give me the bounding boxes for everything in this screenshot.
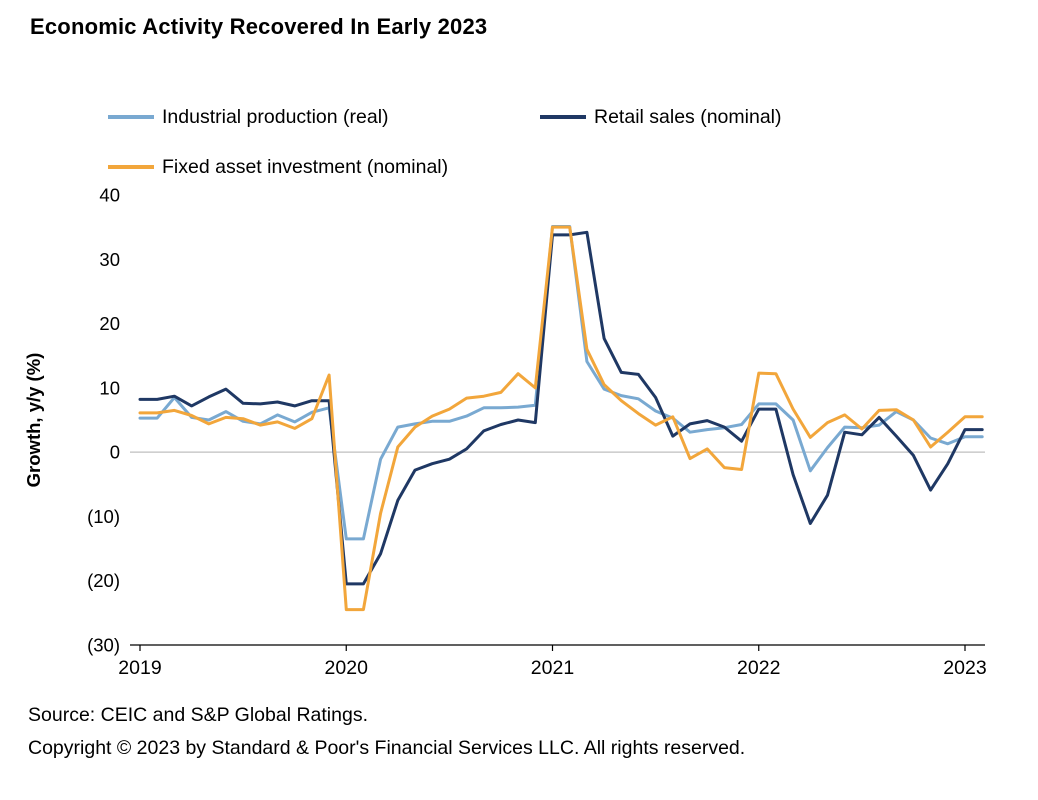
y-tick-label: 0 bbox=[110, 442, 120, 463]
legend-line-swatch bbox=[540, 115, 586, 119]
chart-title: Economic Activity Recovered In Early 202… bbox=[30, 14, 488, 39]
source-line: Source: CEIC and S&P Global Ratings. bbox=[28, 704, 368, 726]
y-tick-label: (20) bbox=[87, 570, 120, 591]
legend-item-fixed-asset-investment-nominal: Fixed asset investment (nominal) bbox=[108, 156, 540, 179]
legend-item-industrial-production-real: Industrial production (real) bbox=[108, 106, 540, 129]
legend-line-swatch bbox=[108, 115, 154, 119]
x-tick-label: 2020 bbox=[325, 657, 369, 679]
legend-label: Industrial production (real) bbox=[162, 105, 389, 128]
legend-item-retail-sales-nominal: Retail sales (nominal) bbox=[540, 106, 782, 129]
legend-label: Fixed asset investment (nominal) bbox=[162, 155, 449, 178]
chart-legend: Industrial production (real) Retail sales… bbox=[108, 92, 782, 192]
copyright-line: Copyright © 2023 by Standard & Poor's Fi… bbox=[28, 737, 746, 759]
y-axis-title: Growth, y/y (%) bbox=[23, 353, 44, 488]
series-line-industrial-production-real bbox=[138, 225, 984, 541]
legend-label: Retail sales (nominal) bbox=[594, 105, 782, 128]
x-tick-label: 2019 bbox=[118, 657, 161, 679]
x-tick-label: 2021 bbox=[531, 657, 574, 679]
y-tick-label: (10) bbox=[87, 506, 120, 527]
x-tick-label: 2023 bbox=[943, 657, 986, 679]
y-tick-label: 30 bbox=[99, 249, 120, 270]
legend-line-swatch bbox=[108, 165, 154, 169]
y-tick-label: 10 bbox=[99, 377, 120, 398]
series-line-fixed-asset-investment-nominal bbox=[138, 225, 984, 612]
y-tick-label: 20 bbox=[99, 313, 120, 334]
y-tick-label: 40 bbox=[99, 185, 120, 206]
series-line-retail-sales-nominal bbox=[138, 230, 984, 586]
x-tick-label: 2022 bbox=[737, 657, 780, 679]
y-tick-label: (30) bbox=[87, 635, 120, 656]
source-block: Source: CEIC and S&P Global Ratings. Cop… bbox=[28, 699, 745, 765]
